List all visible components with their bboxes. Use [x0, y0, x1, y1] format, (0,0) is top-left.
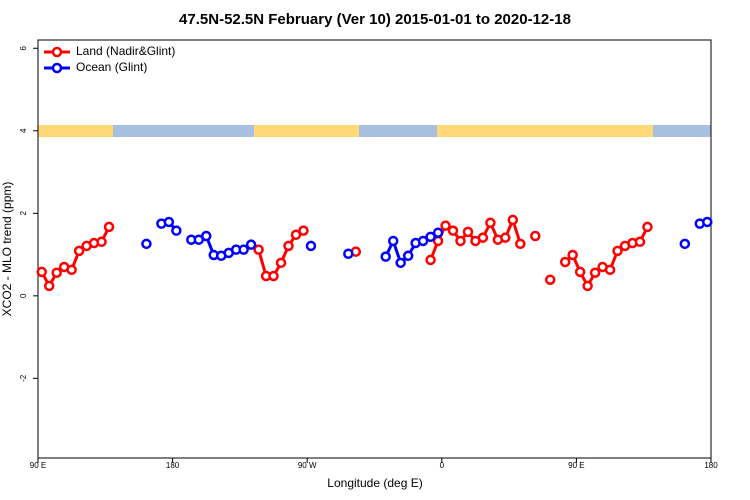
data-point [290, 229, 302, 241]
data-point [417, 235, 429, 247]
data-point [544, 274, 556, 285]
data-point [395, 257, 406, 269]
data-point [612, 245, 623, 257]
data-point [642, 221, 653, 233]
data-point [43, 280, 55, 292]
data-point [530, 230, 541, 242]
data-point [253, 244, 264, 255]
data-point [305, 240, 317, 252]
data-point [73, 245, 85, 257]
data-point [462, 226, 474, 238]
data-point [485, 217, 496, 229]
y-tick-label: 6 [19, 45, 28, 50]
legend-marker [51, 62, 63, 74]
x-tick-label: 180 [166, 461, 180, 470]
y-tick-label: -2 [19, 374, 28, 382]
data-point [36, 266, 47, 278]
data-point [163, 216, 175, 228]
legend-marker [51, 46, 63, 58]
data-point [477, 232, 489, 243]
chart-title: 47.5N-52.5N February (Ver 10) 2015-01-01… [179, 11, 571, 28]
data-point [66, 264, 77, 276]
y-tick-label: 0 [19, 293, 28, 298]
data-point [589, 267, 601, 278]
data-point [679, 238, 691, 250]
series-line [40, 226, 111, 290]
data-point [245, 239, 257, 250]
data-point [515, 238, 526, 250]
data-point [559, 256, 571, 268]
y-axis-label: XCO2 - MLO trend (ppm) [0, 182, 14, 317]
x-tick-label: 90 E [30, 461, 46, 470]
data-point [507, 214, 519, 226]
data-point [268, 270, 279, 282]
data-point [425, 231, 436, 243]
x-tick-label: 90 W [298, 461, 317, 470]
x-tick-label: 90 E [568, 461, 584, 470]
data-point [402, 250, 414, 262]
data-point [604, 264, 616, 276]
data-point [455, 235, 466, 247]
legend-label: Land (Nadir&Glint) [76, 44, 175, 58]
data-point [275, 257, 287, 269]
data-point [447, 225, 459, 236]
y-tick-label: 2 [19, 211, 28, 216]
data-point [574, 266, 586, 278]
land-ocean-strip [38, 125, 711, 137]
data-point [432, 227, 444, 238]
data-point [283, 240, 294, 252]
data-point [425, 254, 436, 266]
data-point [702, 216, 713, 228]
data-point [387, 235, 399, 247]
data-point [380, 251, 391, 262]
data-point [103, 221, 115, 233]
data-point [343, 248, 354, 259]
data-point [634, 236, 646, 248]
x-axis-label: Longitude (deg E) [327, 476, 422, 490]
data-point [96, 236, 107, 248]
data-point [582, 280, 593, 292]
plot-frame [37, 39, 712, 459]
data-point [51, 267, 62, 278]
data-point [171, 225, 182, 236]
data-point [238, 244, 249, 255]
data-point [141, 238, 152, 250]
data-point [500, 232, 511, 243]
data-point [298, 225, 309, 236]
data-point [440, 220, 451, 231]
y-tick-label: 4 [19, 128, 28, 133]
data-point [201, 230, 212, 242]
x-tick-label: 180 [704, 461, 718, 470]
x-tick-label: 0 [440, 461, 445, 470]
data-point [567, 249, 578, 261]
legend-label: Ocean (Glint) [76, 60, 147, 74]
